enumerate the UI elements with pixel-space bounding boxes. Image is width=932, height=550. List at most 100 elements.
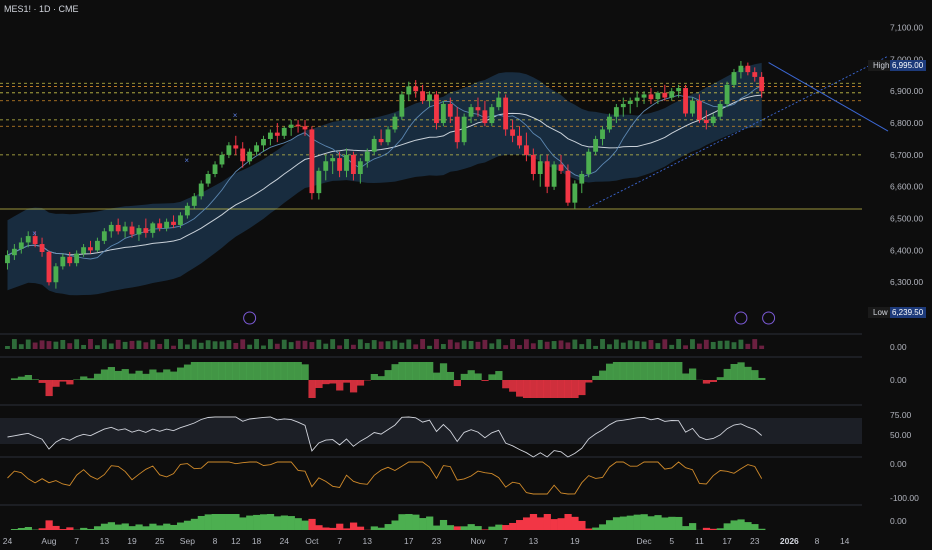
candle-body[interactable] bbox=[171, 221, 176, 225]
candle-body[interactable] bbox=[607, 116, 612, 130]
candle-body[interactable] bbox=[731, 72, 737, 85]
candle-body[interactable] bbox=[198, 183, 204, 197]
candle-body[interactable] bbox=[724, 84, 730, 104]
candle-body[interactable] bbox=[745, 65, 751, 73]
candle-body[interactable] bbox=[537, 161, 543, 174]
candle-body[interactable] bbox=[101, 231, 107, 241]
candle-body[interactable] bbox=[309, 129, 315, 194]
candle-body[interactable] bbox=[447, 103, 453, 117]
candle-body[interactable] bbox=[60, 256, 66, 267]
candle-body[interactable] bbox=[46, 252, 52, 283]
candle-body[interactable] bbox=[572, 183, 578, 203]
candle-body[interactable] bbox=[67, 256, 73, 264]
candle-body[interactable] bbox=[337, 158, 343, 171]
candle-body[interactable] bbox=[371, 138, 377, 152]
candle-body[interactable] bbox=[558, 164, 564, 171]
trend-resistance-line[interactable] bbox=[768, 62, 889, 132]
candle-body[interactable] bbox=[683, 88, 688, 114]
candle-body[interactable] bbox=[378, 138, 384, 143]
candle-body[interactable] bbox=[11, 248, 17, 256]
candle-body[interactable] bbox=[544, 161, 550, 187]
candle-body[interactable] bbox=[696, 100, 702, 120]
candle-body[interactable] bbox=[690, 100, 695, 114]
candle-body[interactable] bbox=[440, 103, 446, 124]
event-icon[interactable] bbox=[734, 311, 748, 325]
candle-body[interactable] bbox=[357, 161, 363, 174]
candle-body[interactable] bbox=[5, 255, 10, 264]
candle-body[interactable] bbox=[627, 100, 633, 104]
candle-body[interactable] bbox=[281, 127, 287, 136]
candle-body[interactable] bbox=[143, 228, 149, 233]
candle-body[interactable] bbox=[88, 247, 93, 251]
candle-body[interactable] bbox=[523, 145, 529, 155]
candle-body[interactable] bbox=[330, 158, 336, 162]
candle-body[interactable] bbox=[32, 236, 38, 245]
candle-body[interactable] bbox=[351, 154, 356, 174]
candle-body[interactable] bbox=[53, 266, 59, 283]
candle-body[interactable] bbox=[150, 223, 156, 233]
candle-body[interactable] bbox=[191, 196, 197, 206]
candle-body[interactable] bbox=[620, 103, 626, 108]
candle-body[interactable] bbox=[655, 92, 661, 100]
candle-body[interactable] bbox=[420, 91, 426, 101]
candle-body[interactable] bbox=[399, 94, 405, 117]
candle-body[interactable] bbox=[254, 145, 259, 152]
candle-body[interactable] bbox=[427, 94, 432, 101]
candle-body[interactable] bbox=[267, 132, 273, 139]
candle-body[interactable] bbox=[81, 247, 86, 254]
candle-body[interactable] bbox=[122, 226, 128, 232]
candle-body[interactable] bbox=[288, 124, 294, 128]
candle-body[interactable] bbox=[593, 138, 599, 152]
candle-body[interactable] bbox=[302, 126, 308, 130]
candle-body[interactable] bbox=[129, 226, 135, 235]
candle-body[interactable] bbox=[454, 116, 460, 143]
candle-body[interactable] bbox=[738, 65, 744, 73]
candle-body[interactable] bbox=[641, 94, 647, 98]
candle-body[interactable] bbox=[108, 224, 114, 232]
candle-body[interactable] bbox=[669, 91, 675, 98]
candle-body[interactable] bbox=[475, 107, 481, 111]
candle-body[interactable] bbox=[565, 170, 571, 203]
price-pane[interactable]: × × × bbox=[0, 55, 889, 325]
candle-body[interactable] bbox=[323, 161, 329, 171]
candle-body[interactable] bbox=[205, 174, 211, 184]
candle-body[interactable] bbox=[178, 215, 183, 225]
candle-body[interactable] bbox=[316, 170, 322, 194]
candle-body[interactable] bbox=[74, 253, 80, 264]
candle-body[interactable] bbox=[184, 205, 190, 216]
candle-body[interactable] bbox=[344, 154, 349, 171]
candle-body[interactable] bbox=[212, 164, 218, 174]
candle-body[interactable] bbox=[406, 86, 412, 95]
candle-body[interactable] bbox=[579, 174, 585, 184]
candle-body[interactable] bbox=[240, 148, 246, 162]
candle-body[interactable] bbox=[274, 132, 280, 136]
candle-body[interactable] bbox=[25, 236, 31, 243]
candle-body[interactable] bbox=[710, 116, 716, 124]
candle-body[interactable] bbox=[136, 228, 142, 235]
candle-body[interactable] bbox=[752, 72, 758, 77]
candle-body[interactable] bbox=[703, 119, 709, 124]
candle-body[interactable] bbox=[233, 145, 239, 149]
candle-body[interactable] bbox=[261, 138, 266, 146]
candle-body[interactable] bbox=[94, 240, 100, 251]
candle-body[interactable] bbox=[600, 129, 605, 139]
candle-body[interactable] bbox=[295, 124, 301, 127]
candle-body[interactable] bbox=[364, 151, 370, 162]
candle-body[interactable] bbox=[18, 242, 24, 249]
candle-body[interactable] bbox=[164, 221, 170, 229]
candle-body[interactable] bbox=[634, 97, 640, 101]
candle-body[interactable] bbox=[551, 164, 557, 187]
candle-body[interactable] bbox=[219, 154, 225, 165]
price-axis[interactable]: 7,100.00 7,000.00 6,900.00 6,800.00 6,700.00… bbox=[890, 23, 923, 320]
candle-body[interactable] bbox=[226, 145, 232, 155]
candle-body[interactable] bbox=[157, 223, 163, 229]
candle-body[interactable] bbox=[496, 97, 502, 108]
event-icon[interactable] bbox=[762, 311, 776, 325]
candle-body[interactable] bbox=[434, 94, 439, 124]
candle-body[interactable] bbox=[247, 151, 253, 162]
candle-body[interactable] bbox=[468, 107, 474, 117]
candle-body[interactable] bbox=[115, 224, 121, 232]
candle-body[interactable] bbox=[461, 116, 467, 143]
candle-body[interactable] bbox=[717, 103, 723, 117]
